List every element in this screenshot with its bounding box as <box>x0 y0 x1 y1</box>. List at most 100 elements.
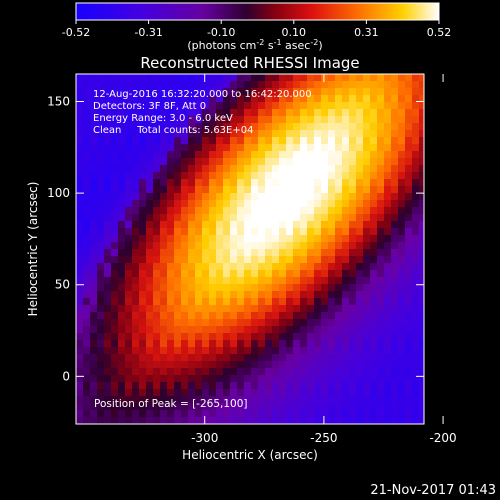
heatmap-pixel <box>111 207 119 215</box>
heatmap-pixel <box>377 221 385 229</box>
heatmap-pixel <box>328 151 336 159</box>
heatmap-pixel <box>104 207 112 215</box>
heatmap-pixel <box>356 347 364 355</box>
heatmap-pixel <box>139 326 147 334</box>
heatmap-pixel <box>356 74 364 82</box>
heatmap-pixel <box>356 151 364 159</box>
heatmap-pixel <box>90 291 98 299</box>
heatmap-pixel <box>181 291 189 299</box>
heatmap-pixel <box>293 249 301 257</box>
heatmap-pixel <box>195 249 203 257</box>
plot-frame <box>75 73 425 425</box>
heatmap-pixel <box>293 172 301 180</box>
heatmap-pixel <box>216 165 224 173</box>
heatmap-pixel <box>398 298 406 306</box>
heatmap-pixel <box>209 389 217 397</box>
heatmap-pixel <box>377 200 385 208</box>
heatmap-pixel <box>181 123 189 131</box>
heatmap-pixel <box>125 298 133 306</box>
heatmap-pixel <box>104 382 112 390</box>
heatmap-pixel <box>90 396 98 404</box>
heatmap-pixel <box>272 193 280 201</box>
heatmap-pixel <box>321 417 329 424</box>
heatmap-pixel <box>307 347 315 355</box>
heatmap-pixel <box>307 389 315 397</box>
heatmap-pixel <box>286 165 294 173</box>
heatmap-pixel <box>419 200 424 208</box>
heatmap-pixel <box>391 242 399 250</box>
heatmap-pixel <box>139 207 147 215</box>
heatmap-pixel <box>391 109 399 117</box>
heatmap-pixel <box>153 396 161 404</box>
heatmap-pixel <box>398 382 406 390</box>
heatmap-pixel <box>111 172 119 180</box>
heatmap-pixel <box>118 207 126 215</box>
heatmap-pixel <box>132 375 140 383</box>
heatmap-pixel <box>405 305 413 313</box>
heatmap-pixel <box>160 312 168 320</box>
heatmap-pixel <box>265 102 273 110</box>
heatmap-pixel <box>356 158 364 166</box>
heatmap-pixel <box>251 319 259 327</box>
heatmap-pixel <box>328 242 336 250</box>
heatmap-pixel <box>405 403 413 411</box>
heatmap-pixel <box>125 333 133 341</box>
heatmap-pixel <box>132 81 140 89</box>
heatmap-pixel <box>328 382 336 390</box>
heatmap-pixel <box>384 88 392 96</box>
heatmap-pixel <box>104 95 112 103</box>
plot-area <box>76 74 424 424</box>
heatmap-pixel <box>384 214 392 222</box>
heatmap-pixel <box>125 235 133 243</box>
heatmap-pixel <box>146 88 154 96</box>
heatmap-pixel <box>181 242 189 250</box>
heatmap-pixel <box>209 249 217 257</box>
heatmap-pixel <box>251 193 259 201</box>
heatmap-pixel <box>272 361 280 369</box>
heatmap-pixel <box>97 284 105 292</box>
heatmap-pixel <box>160 319 168 327</box>
heatmap-pixel <box>286 102 294 110</box>
heatmap-pixel <box>223 116 231 124</box>
heatmap-pixel <box>202 228 210 236</box>
heatmap-pixel <box>139 403 147 411</box>
heatmap-pixel <box>398 242 406 250</box>
heatmap-pixel <box>209 172 217 180</box>
heatmap-pixel <box>356 270 364 278</box>
heatmap-pixel <box>76 319 84 327</box>
heatmap-pixel <box>384 354 392 362</box>
heatmap-pixel <box>321 270 329 278</box>
heatmap-pixel <box>342 207 350 215</box>
heatmap-pixel <box>321 109 329 117</box>
heatmap-pixel <box>300 179 308 187</box>
heatmap-pixel <box>216 221 224 229</box>
heatmap-pixel <box>146 354 154 362</box>
heatmap-pixel <box>216 249 224 257</box>
heatmap-pixel <box>83 137 91 145</box>
heatmap-pixel <box>167 361 175 369</box>
heatmap-pixel <box>363 382 371 390</box>
heatmap-pixel <box>265 347 273 355</box>
heatmap-pixel <box>125 179 133 187</box>
heatmap-pixel <box>195 347 203 355</box>
heatmap-pixel <box>216 144 224 152</box>
heatmap-pixel <box>384 81 392 89</box>
heatmap-pixel <box>307 375 315 383</box>
heatmap-pixel <box>104 165 112 173</box>
heatmap-pixel <box>97 368 105 376</box>
heatmap-pixel <box>153 158 161 166</box>
heatmap-pixel <box>272 137 280 145</box>
heatmap-pixel <box>272 123 280 131</box>
heatmap-pixel <box>258 235 266 243</box>
heatmap-pixel <box>83 123 91 131</box>
heatmap-pixel <box>83 200 91 208</box>
heatmap-pixel <box>391 179 399 187</box>
heatmap-pixel <box>76 235 84 243</box>
heatmap-pixel <box>216 214 224 222</box>
heatmap-pixel <box>97 340 105 348</box>
heatmap-pixel <box>146 298 154 306</box>
heatmap-pixel <box>202 200 210 208</box>
heatmap-pixel <box>146 214 154 222</box>
heatmap-pixel <box>349 291 357 299</box>
heatmap-pixel <box>90 137 98 145</box>
